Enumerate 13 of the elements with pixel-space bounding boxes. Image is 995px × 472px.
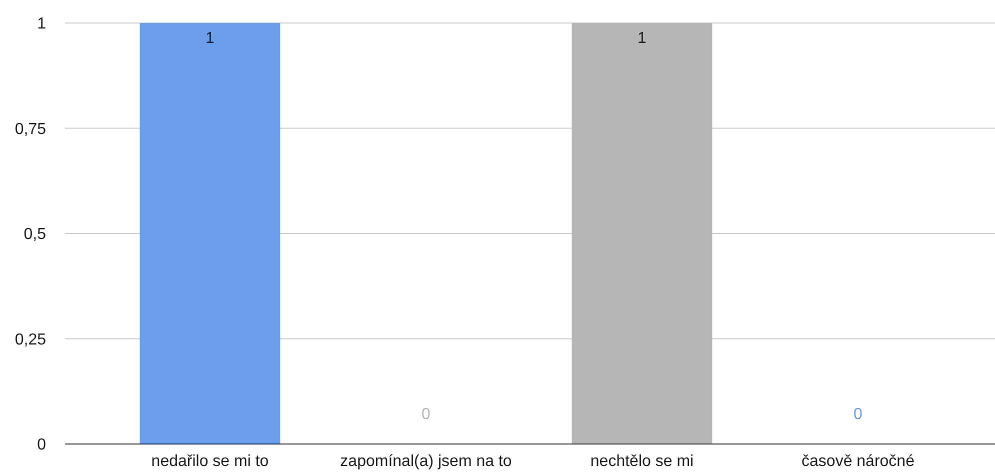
data-label: 0 — [422, 406, 431, 423]
y-tick-label: 0,5 — [24, 226, 46, 244]
y-tick-label: 0 — [37, 436, 46, 454]
data-label: 1 — [206, 30, 215, 47]
x-tick-label: nechtělo se mi — [590, 453, 694, 470]
x-tick-label: zapomínal(a) jsem na to — [340, 453, 512, 470]
x-tick-label: nedařilo se mi to — [151, 453, 269, 470]
data-label: 0 — [854, 406, 863, 423]
x-tick-label: časově náročné — [802, 453, 915, 470]
y-tick-label: 0,75 — [14, 120, 46, 138]
y-tick-label: 0,25 — [14, 331, 46, 348]
data-label: 1 — [638, 30, 647, 47]
y-tick-label: 1 — [37, 16, 46, 33]
